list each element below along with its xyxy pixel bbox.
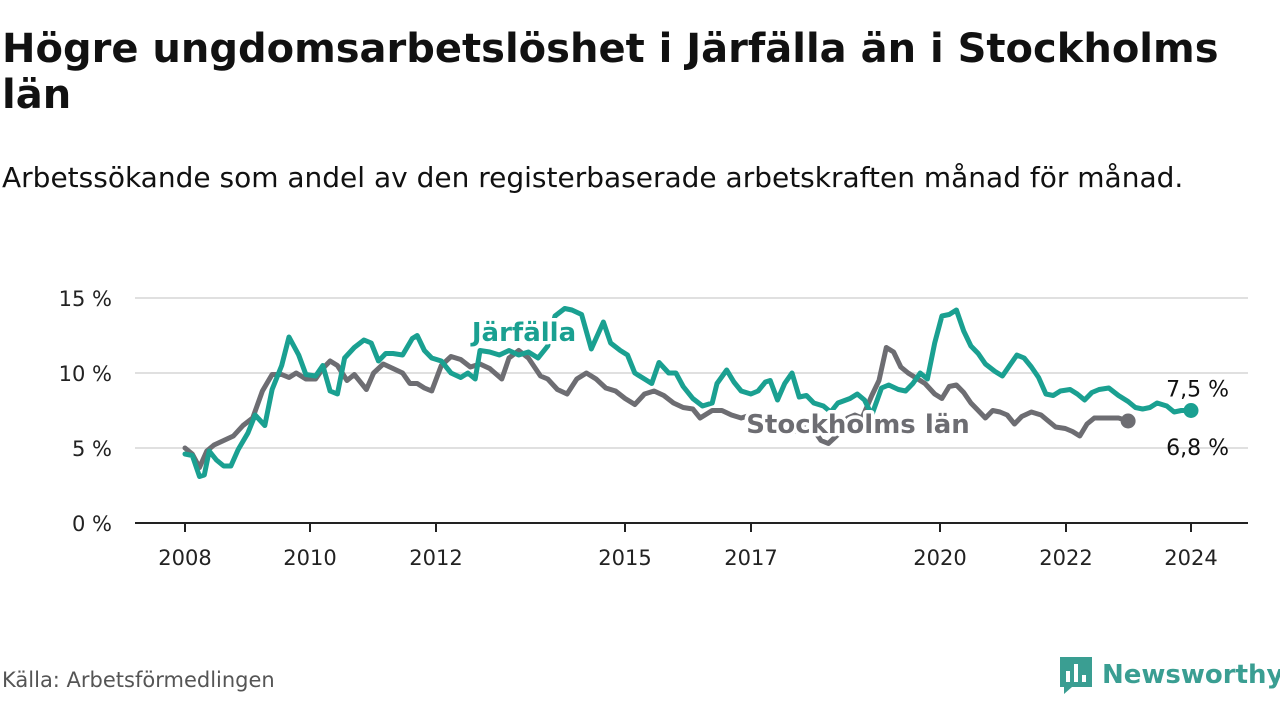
y-tick-label: 0 % — [72, 512, 112, 536]
x-tick-label: 2010 — [283, 546, 336, 570]
series-endpoint — [1120, 413, 1136, 429]
series-line-jrflla — [182, 306, 1194, 479]
series-lines — [182, 306, 1199, 479]
end-value-label: 7,5 % — [1166, 378, 1229, 403]
x-tick-label: 2020 — [913, 546, 966, 570]
x-axis-ticks: 2008 2010 2012 2015 2017 2020 2022 2024 — [158, 523, 1218, 570]
source-note: Källa: Arbetsförmedlingen — [2, 668, 275, 692]
x-tick-label: 2012 — [409, 546, 462, 570]
series-line-stockholms-ln — [182, 345, 1131, 470]
y-gridlines — [135, 297, 1248, 449]
y-axis-ticks: 0 % 5 % 10 % 15 % — [59, 287, 112, 536]
end-value-label: 6,8 % — [1166, 436, 1229, 461]
series-endpoint — [1183, 403, 1199, 418]
series-labels: 6,8 % 7,5 % Järfälla Stockholms län — [466, 315, 1229, 462]
series-name-label: Järfälla — [470, 318, 576, 348]
chart-subtitle: Arbetssökande som andel av den registerb… — [2, 161, 1184, 194]
x-tick-label: 2008 — [158, 546, 211, 570]
x-tick-label: 2022 — [1039, 546, 1092, 570]
brand-name: Newsworthy — [1102, 660, 1280, 690]
series-name-label: Stockholms län — [746, 410, 970, 440]
chart-title: Högre ungdomsarbetslöshet i Järfälla än … — [2, 26, 1219, 118]
x-tick-label: 2024 — [1164, 546, 1217, 570]
x-tick-label: 2017 — [724, 546, 777, 570]
x-tick-label: 2015 — [598, 546, 651, 570]
newsworthy-logo[interactable]: Newsworthy — [1058, 654, 1280, 696]
y-tick-label: 5 % — [72, 437, 112, 461]
newsworthy-logo-icon — [1060, 657, 1092, 694]
y-tick-label: 10 % — [59, 362, 112, 386]
y-tick-label: 15 % — [59, 287, 112, 311]
